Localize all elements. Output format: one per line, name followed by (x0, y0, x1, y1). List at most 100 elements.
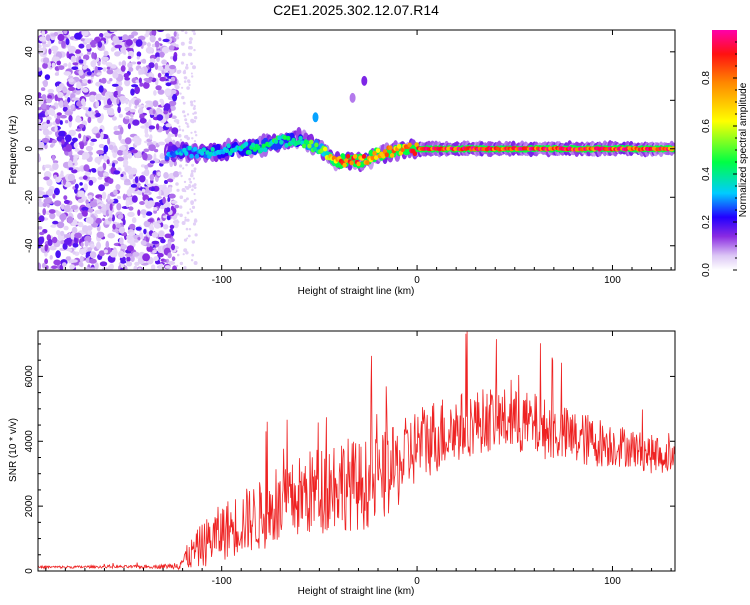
noise-blob (72, 251, 76, 255)
noise-blob (78, 69, 84, 76)
noise-dot (193, 192, 196, 196)
noise-blob (157, 246, 162, 253)
noise-blob (52, 236, 58, 244)
ridge-cell (370, 155, 375, 161)
noise-blob (73, 142, 78, 149)
noise-blob (136, 56, 140, 60)
noise-blob (57, 92, 64, 98)
noise-blob (134, 239, 139, 243)
noise-blob (112, 71, 119, 79)
noise-blob (120, 244, 128, 250)
noise-dot (195, 134, 198, 137)
noise-blob (142, 152, 148, 161)
noise-blob (50, 45, 59, 52)
noise-dot (188, 228, 192, 231)
snr-series-line (38, 331, 675, 571)
noise-blob (50, 109, 56, 117)
noise-blob (108, 144, 114, 150)
noise-dot (193, 198, 197, 202)
noise-dot (190, 72, 193, 75)
noise-blob (68, 119, 72, 128)
noise-blob (65, 38, 70, 46)
noise-blob (117, 156, 124, 162)
noise-blob (52, 193, 56, 199)
noise-blob (134, 105, 138, 109)
noise-blob (70, 55, 76, 63)
noise-blob (171, 243, 175, 251)
noise-blob (71, 66, 79, 70)
noise-blob (56, 112, 62, 116)
colorbar: 0.0 0.2 0.4 0.6 0.8 Normalized spectral ampl… (701, 30, 749, 277)
noise-blob (156, 65, 164, 71)
noise-blob (42, 44, 46, 53)
noise-blob (97, 61, 101, 66)
noise-blob (103, 98, 108, 106)
noise-blob (42, 79, 49, 88)
noise-blob (127, 170, 132, 175)
noise-blob (65, 256, 71, 261)
noise-blob (150, 223, 154, 230)
noise-dot (190, 173, 194, 178)
noise-blob (131, 149, 138, 154)
noise-dot (176, 253, 180, 257)
noise-blob (97, 41, 103, 48)
noise-blob (60, 230, 65, 236)
noise-blob (77, 198, 84, 203)
noise-dot (193, 140, 197, 143)
noise-dot (193, 48, 196, 52)
noise-blob (98, 205, 102, 210)
noise-dot (176, 212, 180, 216)
noise-blob (63, 63, 68, 67)
noise-blob (54, 72, 60, 76)
noise-blob (49, 144, 54, 148)
noise-blob (162, 38, 170, 43)
noise-blob (38, 154, 41, 162)
ridge-cell (194, 153, 200, 159)
noise-blob (134, 176, 139, 184)
noise-blob (113, 130, 121, 135)
noise-blob (71, 226, 78, 234)
noise-blob (143, 228, 147, 235)
noise-blob (83, 107, 89, 111)
noise-blob (113, 189, 118, 196)
noise-blob (56, 60, 61, 66)
noise-dot (183, 248, 188, 253)
noise-blob (99, 261, 108, 267)
noise-blob (82, 210, 88, 217)
noise-blob (164, 233, 172, 239)
noise-blob (127, 62, 133, 69)
noise-blob (145, 46, 154, 54)
noise-blob (125, 253, 133, 258)
noise-blob (82, 225, 89, 233)
noise-blob (101, 56, 109, 62)
ridge-cell (342, 162, 347, 168)
noise-dot (187, 234, 191, 238)
noise-blob (74, 232, 82, 239)
noise-blob (163, 172, 169, 179)
noise-blob (107, 217, 113, 222)
noise-blob (117, 106, 121, 114)
noise-blob (47, 88, 55, 94)
noise-blob (128, 173, 134, 180)
spectrogram-axes: -100 0 100 -40 -20 0 20 40 (24, 30, 675, 286)
noise-dot (181, 86, 184, 89)
noise-dot (179, 138, 183, 142)
noise-blob (125, 98, 129, 105)
noise-blob (119, 95, 127, 102)
noise-dot (185, 251, 189, 255)
noise-blob (64, 110, 73, 116)
ridge-cell (210, 147, 215, 152)
ridge-cell (388, 145, 393, 151)
noise-blob (118, 226, 125, 234)
noise-blob (39, 231, 45, 236)
noise-blob (41, 262, 46, 269)
spectrogram-xtick-label: -100 (212, 275, 232, 286)
noise-blob (98, 250, 105, 257)
noise-blob (52, 162, 59, 170)
noise-blob (103, 182, 110, 187)
noise-blob (94, 262, 99, 270)
noise-blob (110, 47, 115, 52)
noise-blob (59, 213, 67, 221)
